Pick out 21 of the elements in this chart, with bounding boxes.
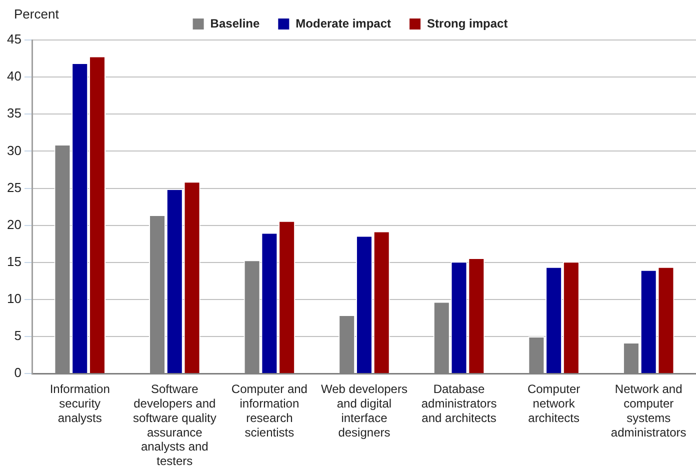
x-tick-label: Database administrators and architects	[421, 382, 497, 425]
y-tick-label: 35	[6, 106, 22, 121]
y-axis-title: Percent	[14, 6, 60, 22]
legend-label: Baseline	[210, 16, 260, 30]
x-tick-label: Network and computer systems administrators	[610, 382, 686, 440]
x-tick-label: Software developers and software quality assurance analysts and testers	[132, 382, 216, 468]
y-tick-label: 10	[6, 291, 22, 306]
y-tick-label: 45	[6, 32, 22, 47]
x-tick-label: Information security analysts	[50, 382, 110, 425]
legend-label: Moderate impact	[296, 16, 392, 30]
y-tick-label: 20	[6, 216, 22, 232]
y-tick-label: 15	[6, 254, 22, 269]
y-tick-label: 5	[14, 328, 22, 344]
y-tick-label: 40	[6, 68, 22, 84]
x-tick-label: Web developers and digital interface designers	[320, 382, 408, 440]
x-tick-label: Computer network architects	[527, 382, 580, 425]
y-tick-label: 30	[6, 142, 22, 158]
y-tick-label: 25	[6, 180, 22, 195]
y-tick-label: 0	[14, 365, 22, 380]
x-tick-label: Computer and information research scientists	[231, 382, 308, 440]
legend-label: Strong impact	[427, 16, 508, 30]
